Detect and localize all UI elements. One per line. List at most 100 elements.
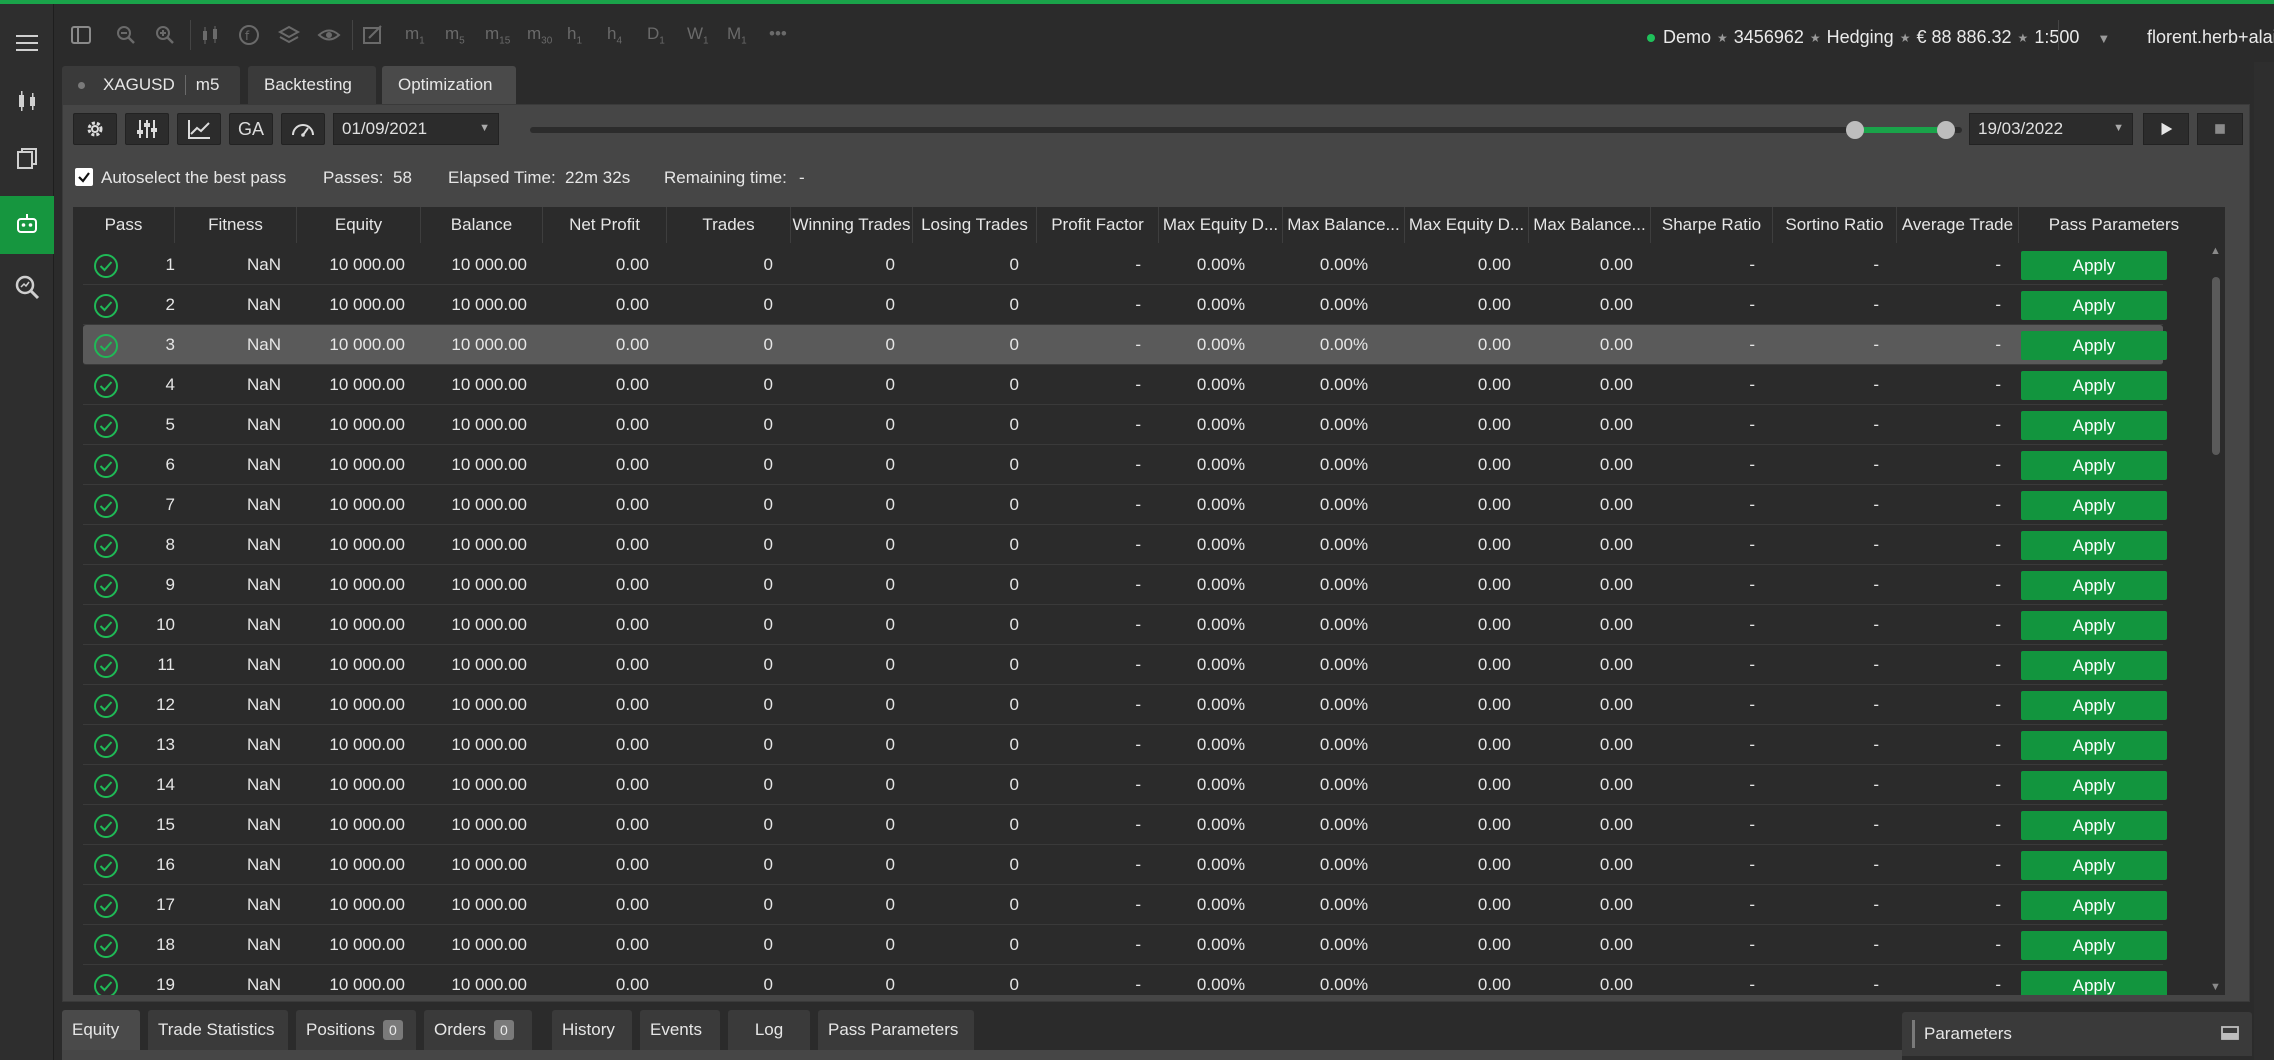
- scrollbar-thumb[interactable]: [2212, 277, 2220, 455]
- timeframe-m15[interactable]: m15: [485, 24, 510, 46]
- column-header-equity[interactable]: Equity: [297, 207, 421, 243]
- timeframe-h1[interactable]: h1: [567, 24, 582, 46]
- chart-button[interactable]: [177, 113, 221, 145]
- column-header-sortino-ratio[interactable]: Sortino Ratio: [1773, 207, 1897, 243]
- sidebar-analyze-button[interactable]: [0, 258, 54, 316]
- table-row[interactable]: 11 NaN 10 000.00 10 000.00 0.00 0 0 0 - 0.00% 0.00…: [83, 645, 2167, 685]
- zoom-out-button[interactable]: [112, 21, 140, 49]
- autoselect-checkbox[interactable]: [75, 168, 93, 186]
- tab-optimization[interactable]: Optimization: [382, 66, 516, 104]
- tab-equity[interactable]: Equity: [62, 1010, 140, 1050]
- table-row[interactable]: 7 NaN 10 000.00 10 000.00 0.00 0 0 0 - 0.00% 0.00%…: [83, 485, 2167, 525]
- column-header-losing-trades[interactable]: Losing Trades: [913, 207, 1037, 243]
- apply-button[interactable]: Apply: [2021, 731, 2167, 760]
- timeframe-w1[interactable]: W1: [687, 24, 709, 46]
- indicators-button[interactable]: f: [235, 21, 263, 49]
- table-row[interactable]: 12 NaN 10 000.00 10 000.00 0.00 0 0 0 - 0.00% 0.00…: [83, 685, 2167, 725]
- column-header-balance[interactable]: Balance: [421, 207, 543, 243]
- sidebar-copy-button[interactable]: [0, 130, 54, 188]
- layers-button[interactable]: [275, 21, 303, 49]
- apply-button[interactable]: Apply: [2021, 691, 2167, 720]
- chart-type-button[interactable]: [197, 21, 225, 49]
- settings-button[interactable]: [73, 113, 117, 145]
- account-selector[interactable]: Demo ★ 3456962 ★ Hedging ★ € 88 886.32 ★ 1:500 ▼: [1647, 27, 2110, 48]
- timeframe-d1[interactable]: D1: [647, 24, 665, 46]
- table-row[interactable]: 5 NaN 10 000.00 10 000.00 0.00 0 0 0 - 0.00% 0.00%…: [83, 405, 2167, 445]
- apply-button[interactable]: Apply: [2021, 931, 2167, 960]
- collapse-panel-icon[interactable]: [2220, 1024, 2240, 1042]
- tab-history[interactable]: History: [552, 1010, 632, 1050]
- apply-button[interactable]: Apply: [2021, 491, 2167, 520]
- range-end-handle[interactable]: [1936, 121, 1955, 139]
- more-timeframes-button[interactable]: •••: [769, 24, 787, 43]
- tab-symbol[interactable]: XAGUSD m5: [62, 66, 240, 104]
- column-header-pass-parameters[interactable]: Pass Parameters: [2048, 215, 2180, 234]
- apply-button[interactable]: Apply: [2021, 411, 2167, 440]
- tab-pass-parameters[interactable]: Pass Parameters: [818, 1010, 974, 1050]
- column-header-winning-trades[interactable]: Winning Trades: [791, 207, 913, 243]
- end-date-picker[interactable]: 19/03/2022 ▼: [1969, 113, 2133, 145]
- scroll-up-icon[interactable]: ▲: [2210, 245, 2221, 257]
- column-header-max-equity-dd-pct[interactable]: Max Equity D...: [1159, 207, 1283, 243]
- column-header-max-equity-dd[interactable]: Max Equity D...: [1405, 207, 1529, 243]
- timeframe-m30[interactable]: m30: [527, 24, 552, 46]
- drawing-button[interactable]: [359, 21, 387, 49]
- column-header-fitness[interactable]: Fitness: [175, 207, 297, 243]
- speed-button[interactable]: [281, 113, 325, 145]
- apply-button[interactable]: Apply: [2021, 611, 2167, 640]
- table-row[interactable]: 17 NaN 10 000.00 10 000.00 0.00 0 0 0 - 0.00% 0.00…: [83, 885, 2167, 925]
- panel-grip[interactable]: [1912, 1020, 1915, 1048]
- column-header-max-balance-dd-pct[interactable]: Max Balance...: [1283, 207, 1405, 243]
- column-header-pass[interactable]: Pass: [73, 207, 175, 243]
- start-optimization-button[interactable]: [2143, 113, 2189, 145]
- apply-button[interactable]: Apply: [2021, 851, 2167, 880]
- column-header-trades[interactable]: Trades: [667, 207, 791, 243]
- range-start-handle[interactable]: [1845, 121, 1864, 139]
- apply-button[interactable]: Apply: [2021, 571, 2167, 600]
- zoom-in-button[interactable]: [151, 21, 179, 49]
- user-name[interactable]: florent.herb+alain.sanna: [2147, 27, 2274, 47]
- tab-positions[interactable]: Positions 0: [296, 1010, 416, 1050]
- apply-button[interactable]: Apply: [2021, 291, 2167, 320]
- apply-button[interactable]: Apply: [2021, 771, 2167, 800]
- tab-log[interactable]: Log: [728, 1010, 810, 1050]
- column-header-average-trade[interactable]: Average Trade: [1897, 207, 2019, 243]
- sidebar-automate-button[interactable]: [0, 196, 54, 254]
- vertical-scrollbar[interactable]: ▲ ▼: [2207, 243, 2225, 995]
- tab-orders[interactable]: Orders 0: [424, 1010, 532, 1050]
- stop-optimization-button[interactable]: [2197, 113, 2243, 145]
- apply-button[interactable]: Apply: [2021, 811, 2167, 840]
- sidebar-trade-button[interactable]: [0, 72, 54, 130]
- timeframe-h4[interactable]: h4: [607, 24, 622, 46]
- apply-button[interactable]: Apply: [2021, 891, 2167, 920]
- tab-backtesting[interactable]: Backtesting: [248, 66, 376, 104]
- table-row[interactable]: 14 NaN 10 000.00 10 000.00 0.00 0 0 0 - 0.00% 0.00…: [83, 765, 2167, 805]
- table-row[interactable]: 3 NaN 10 000.00 10 000.00 0.00 0 0 0 - 0.00% 0.00%…: [83, 325, 2167, 365]
- table-row[interactable]: 19 NaN 10 000.00 10 000.00 0.00 0 0 0 - 0.00% 0.00…: [83, 965, 2167, 995]
- scroll-down-icon[interactable]: ▼: [2210, 981, 2221, 993]
- timeframe-m5[interactable]: m5: [445, 24, 465, 46]
- tab-trade-statistics[interactable]: Trade Statistics: [148, 1010, 288, 1050]
- layout-button[interactable]: [67, 21, 95, 49]
- apply-button[interactable]: Apply: [2021, 331, 2167, 360]
- ga-button[interactable]: GA: [229, 113, 273, 145]
- table-row[interactable]: 2 NaN 10 000.00 10 000.00 0.00 0 0 0 - 0.00% 0.00%…: [83, 285, 2167, 325]
- apply-button[interactable]: Apply: [2021, 451, 2167, 480]
- visibility-button[interactable]: [315, 21, 343, 49]
- timeframe-mn1[interactable]: M1: [727, 24, 747, 46]
- column-header-sharpe-ratio[interactable]: Sharpe Ratio: [1651, 207, 1773, 243]
- table-row[interactable]: 4 NaN 10 000.00 10 000.00 0.00 0 0 0 - 0.00% 0.00%…: [83, 365, 2167, 405]
- table-row[interactable]: 13 NaN 10 000.00 10 000.00 0.00 0 0 0 - 0.00% 0.00…: [83, 725, 2167, 765]
- apply-button[interactable]: Apply: [2021, 651, 2167, 680]
- column-header-profit-factor[interactable]: Profit Factor: [1037, 207, 1159, 243]
- start-date-picker[interactable]: 01/09/2021 ▼: [333, 113, 499, 145]
- column-header-max-balance-dd[interactable]: Max Balance...: [1529, 207, 1651, 243]
- table-row[interactable]: 15 NaN 10 000.00 10 000.00 0.00 0 0 0 - 0.00% 0.00…: [83, 805, 2167, 845]
- timeframe-m1[interactable]: m1: [405, 24, 425, 46]
- apply-button[interactable]: Apply: [2021, 971, 2167, 995]
- table-row[interactable]: 10 NaN 10 000.00 10 000.00 0.00 0 0 0 - 0.00% 0.00…: [83, 605, 2167, 645]
- date-range-slider[interactable]: [530, 127, 1962, 133]
- apply-button[interactable]: Apply: [2021, 251, 2167, 280]
- table-row[interactable]: 1 NaN 10 000.00 10 000.00 0.00 0 0 0 - 0.00% 0.00%…: [83, 245, 2167, 285]
- parameters-button[interactable]: [125, 113, 169, 145]
